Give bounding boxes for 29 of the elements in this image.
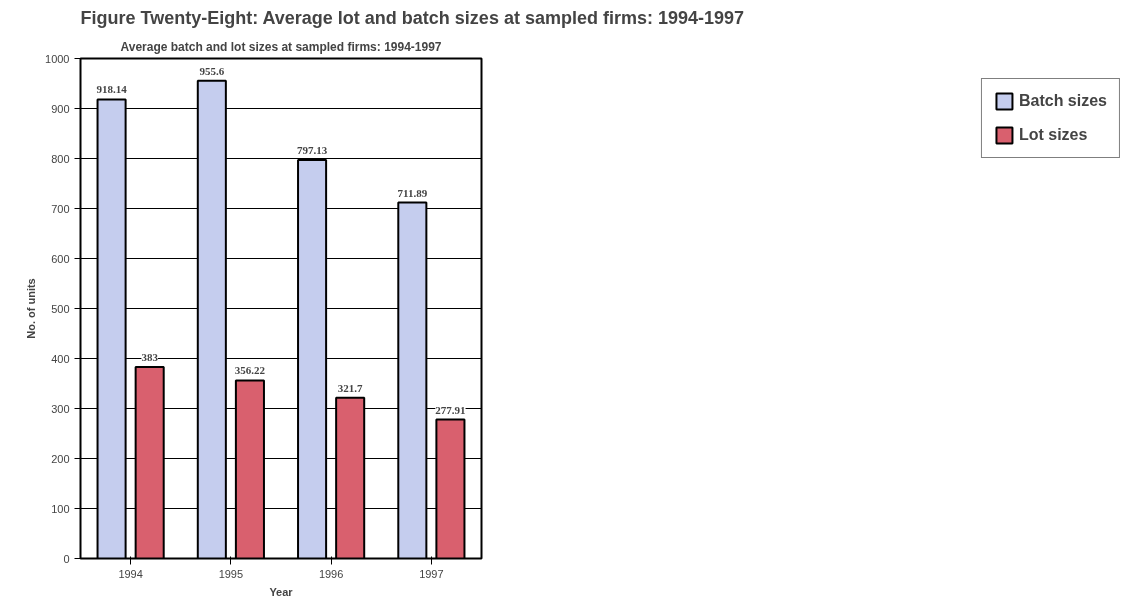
data-label: 277.91: [435, 403, 466, 416]
y-tick-label: 100: [51, 502, 70, 515]
x-tick-label: 1997: [419, 567, 444, 580]
y-tick-label: 0: [63, 552, 70, 565]
data-label: 797.13: [296, 143, 328, 156]
data-label: 356.22: [234, 364, 266, 377]
y-tick-label: 1000: [45, 52, 70, 65]
x-tick-label: 1994: [118, 567, 143, 580]
data-label: 955.6: [199, 64, 225, 77]
x-tick-label: 1995: [218, 567, 244, 580]
x-axis-title: Year: [269, 585, 294, 598]
y-axis-title: No. of units: [25, 278, 38, 339]
y-tick-label: 700: [51, 202, 70, 215]
y-tick-label: 800: [51, 152, 70, 165]
y-tick-label: 600: [51, 252, 70, 265]
data-label: 918.14: [96, 83, 128, 96]
data-label: 711.89: [397, 186, 428, 199]
y-tick-label: 900: [51, 102, 70, 115]
legend-label: Batch sizes: [1018, 92, 1107, 110]
x-tick-label: 1996: [318, 567, 344, 580]
y-tick-label: 200: [51, 452, 70, 465]
y-tick-label: 400: [51, 352, 70, 365]
data-label: 321.7: [337, 381, 364, 394]
y-tick-label: 500: [51, 302, 70, 315]
y-tick-label: 300: [51, 402, 70, 415]
chart-subtitle: Average batch and lot sizes at sampled firms: 1994-1997: [120, 39, 442, 54]
legend-label: Lot sizes: [1018, 126, 1088, 144]
data-label: 383: [141, 351, 159, 363]
chart-title: Figure Twenty-Eight: Average lot and batch sizes at sampled firms: 1994-1997: [80, 7, 745, 28]
